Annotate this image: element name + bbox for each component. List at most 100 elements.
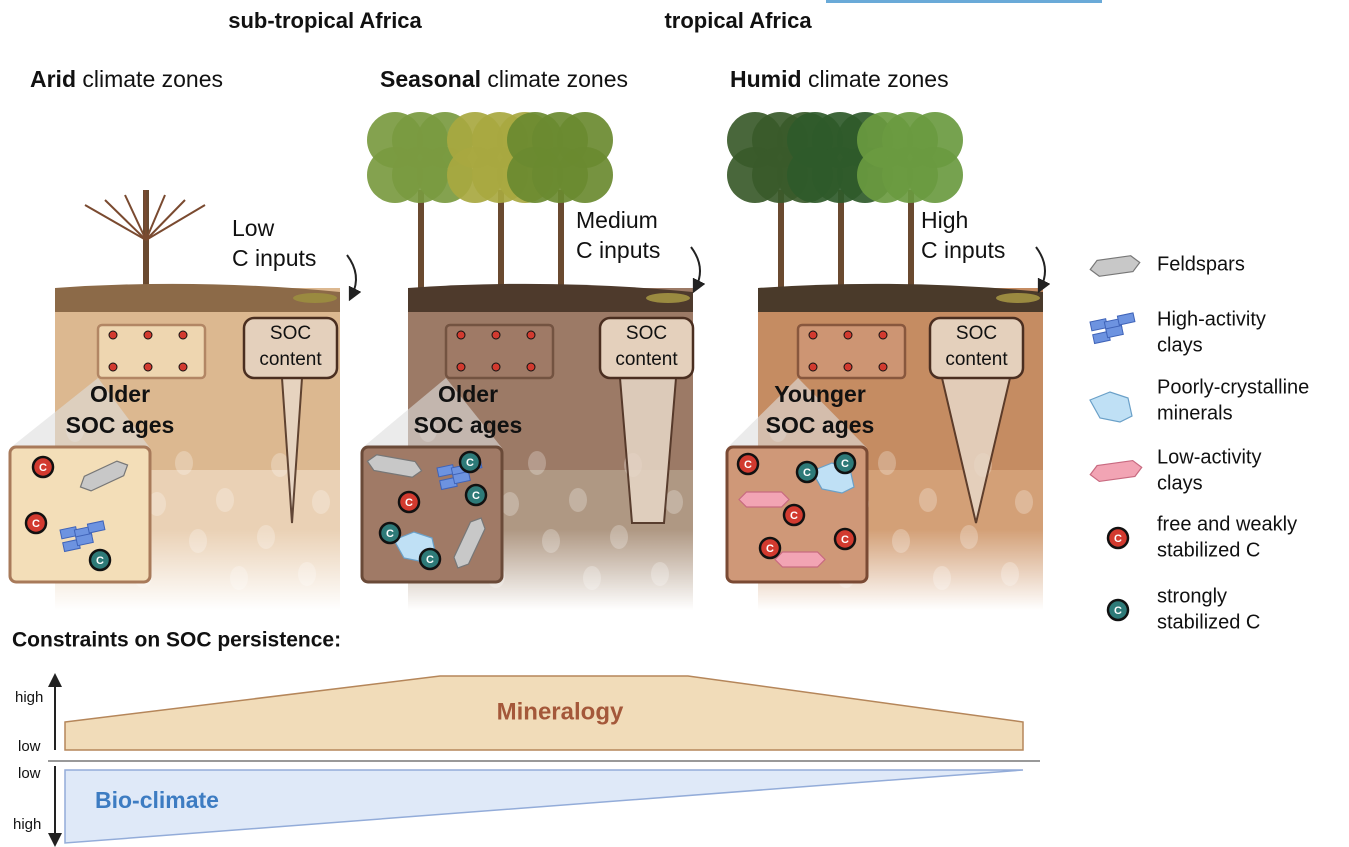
callout bbox=[10, 378, 150, 448]
free-carbon bbox=[397, 490, 421, 514]
inputs-label: Low bbox=[232, 215, 275, 241]
free-carbon bbox=[782, 503, 806, 527]
branch bbox=[145, 199, 186, 241]
branch bbox=[145, 194, 166, 241]
zone-bold: Arid bbox=[30, 66, 76, 92]
sample-dot bbox=[143, 330, 153, 340]
carbon-letter: C bbox=[744, 459, 752, 471]
branch bbox=[84, 204, 147, 241]
zone-title: Arid climate zones bbox=[30, 66, 223, 92]
legend-label: free and weakly bbox=[1157, 513, 1297, 535]
inputs-label: C inputs bbox=[576, 237, 660, 263]
sample-dot bbox=[456, 330, 466, 340]
constraints-title: Constraints on SOC persistence: bbox=[12, 629, 341, 652]
region-title: sub-tropical Africa bbox=[228, 8, 422, 33]
sample-dot bbox=[491, 362, 501, 372]
trunk bbox=[908, 190, 914, 290]
age-label: SOC ages bbox=[766, 412, 875, 438]
carbon-letter: C bbox=[405, 497, 413, 509]
age-label: Younger bbox=[774, 381, 866, 407]
free-carbon bbox=[833, 527, 857, 551]
input-arrow bbox=[346, 254, 362, 302]
sample-dot bbox=[843, 362, 853, 372]
free-carbon bbox=[736, 452, 760, 476]
mineral bbox=[774, 551, 826, 568]
strong-carbon bbox=[88, 548, 112, 572]
canopy bbox=[907, 147, 963, 203]
canopy bbox=[557, 147, 613, 203]
carbon-letter: C bbox=[32, 518, 40, 530]
mineral bbox=[453, 517, 486, 569]
strong-carbon bbox=[418, 547, 442, 571]
zone-rest: climate zones bbox=[487, 66, 628, 92]
sample-box bbox=[796, 323, 907, 380]
clay bbox=[1116, 312, 1136, 326]
zone-rest: climate zones bbox=[82, 66, 223, 92]
input-arrow bbox=[1035, 246, 1051, 294]
poorly-crystalline bbox=[1089, 391, 1133, 423]
mineralogy-shape bbox=[64, 675, 1024, 751]
soc-label: SOC bbox=[626, 323, 667, 344]
trunk bbox=[418, 190, 424, 290]
strong-carbon bbox=[458, 450, 482, 474]
carbon-letter: C bbox=[841, 534, 849, 546]
clay bbox=[1105, 324, 1124, 339]
soc-box bbox=[242, 316, 339, 380]
zone-title: Humid climate zones bbox=[730, 66, 949, 92]
input-arrow bbox=[690, 246, 706, 294]
mineral bbox=[738, 491, 790, 508]
strong-carbon bbox=[464, 483, 488, 507]
sample-dot bbox=[491, 330, 501, 340]
bioclimate-label: Bio-climate bbox=[95, 787, 219, 813]
litter bbox=[293, 293, 337, 303]
mineral bbox=[1089, 459, 1143, 483]
litter bbox=[996, 293, 1040, 303]
trunk bbox=[838, 190, 844, 290]
axis-label: low bbox=[18, 738, 41, 755]
callout bbox=[727, 378, 867, 448]
zone-title: Seasonal climate zones bbox=[380, 66, 628, 92]
sample-dot bbox=[456, 362, 466, 372]
legend-label: Poorly-crystalline bbox=[1157, 376, 1309, 398]
age-label: Older bbox=[438, 381, 498, 407]
carbon-letter: C bbox=[466, 457, 474, 469]
legend-label: Feldspars bbox=[1157, 253, 1245, 275]
mineral bbox=[1089, 255, 1141, 277]
strong-carbon bbox=[833, 451, 857, 475]
region-title: tropical Africa bbox=[664, 8, 812, 33]
mineral bbox=[366, 454, 423, 478]
strong-carbon bbox=[378, 521, 402, 545]
zone-rest: climate zones bbox=[808, 66, 949, 92]
sample-dot bbox=[178, 362, 188, 372]
sample-dot bbox=[108, 362, 118, 372]
carbon-letter: C bbox=[386, 528, 394, 540]
legend-label: High-activity bbox=[1157, 308, 1266, 330]
bioclimate-shape bbox=[64, 769, 1024, 844]
callout bbox=[362, 378, 502, 448]
free-carbon bbox=[31, 455, 55, 479]
sample-dot bbox=[108, 330, 118, 340]
zone-bold: Humid bbox=[730, 66, 802, 92]
soc-box bbox=[598, 316, 695, 380]
age-label: SOC ages bbox=[66, 412, 175, 438]
age-label: SOC ages bbox=[414, 412, 523, 438]
top-bar bbox=[826, 0, 1102, 3]
legend-label: strongly bbox=[1157, 585, 1227, 607]
strong-carbon bbox=[795, 460, 819, 484]
clay bbox=[86, 520, 106, 534]
trunk bbox=[778, 190, 784, 290]
carbon-letter: C bbox=[766, 543, 774, 555]
clay bbox=[75, 532, 94, 547]
trunk bbox=[558, 190, 564, 290]
legend-label: Low-activity bbox=[1157, 446, 1261, 468]
inputs-label: High bbox=[921, 207, 968, 233]
age-label: Older bbox=[90, 381, 150, 407]
soc-label: SOC bbox=[270, 323, 311, 344]
sample-dot bbox=[178, 330, 188, 340]
inputs-label: C inputs bbox=[232, 245, 316, 271]
inset-box bbox=[8, 445, 152, 584]
carbon-letter: C bbox=[1114, 533, 1122, 545]
inputs-label: C inputs bbox=[921, 237, 1005, 263]
trunk bbox=[498, 190, 504, 290]
